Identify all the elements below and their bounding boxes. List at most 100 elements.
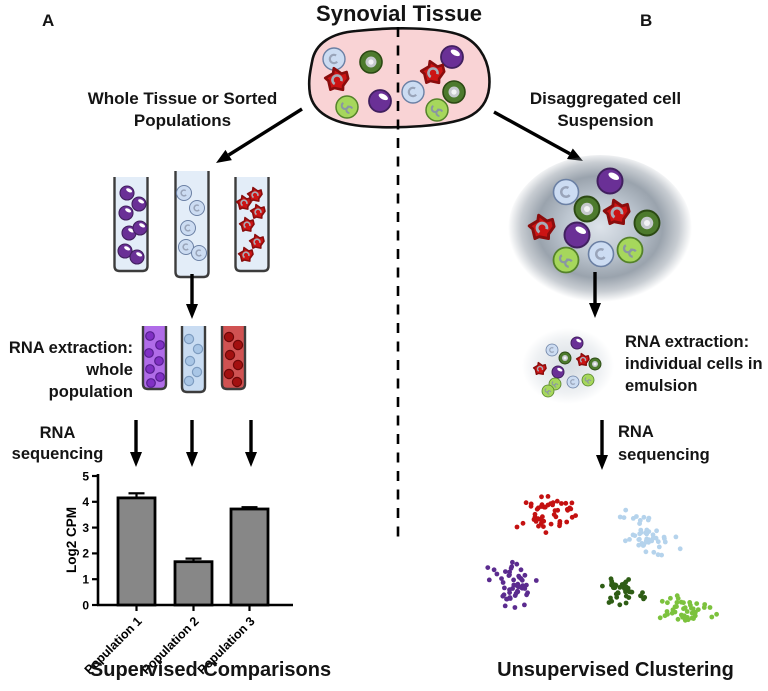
y-axis-title: Log2 CPM xyxy=(64,507,79,573)
panel-a-footer: Supervised Comparisons xyxy=(89,659,332,681)
cell-light-green xyxy=(552,246,580,274)
cell-red xyxy=(248,233,265,249)
rna-dot-purple xyxy=(145,364,155,374)
rna-dot-red xyxy=(231,376,243,388)
cluster-purple xyxy=(485,559,539,610)
cell-purple xyxy=(551,365,565,379)
cell-light-blue xyxy=(566,375,580,389)
sorted-population-tubes xyxy=(113,171,270,279)
bar xyxy=(173,560,214,607)
rna-dot-blue xyxy=(184,355,196,367)
arrow-suspension-to-extraction xyxy=(589,272,601,318)
cell-dark-green xyxy=(588,357,602,371)
cell-red xyxy=(527,213,556,241)
arrow-sequencing-b xyxy=(596,420,608,470)
cell-light-green xyxy=(581,373,595,387)
y-tick-label: 2 xyxy=(82,547,89,561)
cell-light-blue xyxy=(191,245,207,261)
panel-b-extraction-label: RNA extraction: individual cells in emul… xyxy=(625,333,763,395)
cluster-red xyxy=(514,494,578,535)
cell-dark-green xyxy=(442,80,466,104)
panel-a-branch-label: Whole Tissue or Sorted Populations xyxy=(87,89,278,130)
rna-dot-purple xyxy=(145,331,155,341)
cell-red xyxy=(237,246,254,262)
rna-dot-blue xyxy=(192,343,204,355)
cell-purple xyxy=(121,225,137,241)
cell-light-blue xyxy=(587,240,615,268)
rna-dot-purple xyxy=(155,340,165,350)
cell-purple xyxy=(119,185,135,201)
rna-dot-purple xyxy=(154,356,164,366)
cluster-light-blue xyxy=(617,507,683,558)
panel-b-sequencing-label: RNA sequencing xyxy=(618,423,710,464)
cell-purple xyxy=(118,205,134,221)
arrow-sequencing-2 xyxy=(186,420,198,467)
y-tick-label: 3 xyxy=(82,521,89,535)
cell-purple xyxy=(132,220,148,236)
panel-b-branch-label: Disaggregated cell Suspension xyxy=(529,89,682,130)
y-tick-label: 1 xyxy=(82,573,89,587)
cell-purple xyxy=(117,243,133,259)
rna-dot-red xyxy=(232,339,244,351)
y-tick-label: 4 xyxy=(82,495,89,509)
panel-a-label: A xyxy=(42,11,55,30)
cluster-plot xyxy=(485,494,719,623)
panel-a-extraction-label: RNA extraction: whole population xyxy=(8,339,133,401)
y-tick-label: 5 xyxy=(82,469,89,483)
cell-red xyxy=(235,194,252,210)
rna-dot-red xyxy=(224,349,236,361)
cell-purple xyxy=(368,89,392,113)
cluster-dark-green xyxy=(600,576,648,608)
arrow-to-sorted-populations xyxy=(216,107,303,163)
cell-light-blue xyxy=(189,200,205,216)
cell-light-blue xyxy=(545,343,559,357)
cell-purple xyxy=(131,196,147,212)
cell-light-blue xyxy=(552,178,580,206)
cell-red xyxy=(246,186,263,202)
rna-dot-red xyxy=(223,331,235,343)
rna-dot-red xyxy=(223,368,235,380)
cell-light-blue xyxy=(176,185,192,201)
cell-purple xyxy=(563,221,591,249)
arrow-sequencing-3 xyxy=(245,420,257,467)
cell-purple xyxy=(129,249,145,265)
cell-dark-green xyxy=(633,209,661,237)
panel-b-footer: Unsupervised Clustering xyxy=(497,659,734,681)
rna-dot-blue xyxy=(183,375,195,387)
bar xyxy=(116,496,157,607)
cell-suspension-illustration xyxy=(508,155,692,305)
cell-purple xyxy=(440,45,464,69)
cell-red xyxy=(419,59,446,85)
rna-extraction-tubes xyxy=(141,326,247,394)
arrow-tubes-to-extraction xyxy=(186,274,198,319)
cell-light-blue xyxy=(401,80,425,104)
rna-dot-purple xyxy=(155,372,165,382)
cell-purple xyxy=(570,336,584,350)
synovial-tissue-illustration xyxy=(307,27,491,129)
emulsion-cells-illustration xyxy=(522,328,614,404)
rna-dot-blue xyxy=(191,366,203,378)
cell-red xyxy=(602,198,631,226)
cell-red xyxy=(575,352,590,367)
rna-dot-red xyxy=(232,359,244,371)
figure-title: Synovial Tissue xyxy=(316,1,482,26)
cell-red xyxy=(238,216,255,232)
cell-light-green xyxy=(616,236,644,264)
cell-light-green xyxy=(425,98,449,122)
cell-dark-green xyxy=(558,351,572,365)
cell-dark-green xyxy=(573,195,601,223)
cell-red xyxy=(249,203,266,219)
arrow-sequencing-1 xyxy=(130,420,142,467)
cell-dark-green xyxy=(359,50,383,74)
cell-light-green xyxy=(335,95,359,119)
cell-red xyxy=(323,66,350,92)
rna-dot-blue xyxy=(183,333,195,345)
panel-a-sequencing-label: RNA sequencing xyxy=(11,424,104,463)
cluster-light-green xyxy=(657,593,719,623)
cell-light-blue xyxy=(178,239,194,255)
panel-b-label: B xyxy=(640,11,653,30)
cell-purple xyxy=(596,167,624,195)
